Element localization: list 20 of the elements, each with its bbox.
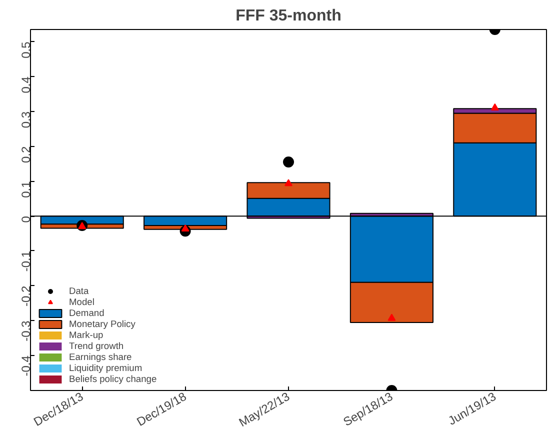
- y-tick-label: -0.2: [19, 286, 33, 307]
- legend-label: Monetary Policy: [69, 319, 136, 329]
- y-tick-label: 0: [19, 216, 33, 223]
- legend-label: Earnings share: [69, 352, 132, 362]
- y-tick-label: -0.4: [19, 355, 33, 376]
- legend-label: Liquidity premium: [69, 363, 142, 373]
- legend-label: Mark-up: [69, 330, 104, 340]
- y-tick-label: 0.3: [19, 111, 33, 128]
- y-tick-label: 0.4: [19, 76, 33, 94]
- legend-label: Demand: [69, 308, 104, 318]
- legend-label: Data: [69, 286, 89, 296]
- legend-label: Model: [69, 297, 94, 307]
- y-tick-label: 0.2: [19, 146, 33, 164]
- y-tick-label: 0.5: [19, 41, 33, 58]
- y-tick-label: 0.1: [19, 180, 33, 198]
- legend-label: Trend growth: [69, 341, 124, 351]
- legend-label: Beliefs policy change: [69, 374, 157, 384]
- chart-title: FFF 35-month: [236, 8, 342, 24]
- y-tick-label: -0.3: [19, 320, 33, 342]
- y-tick-label: -0.1: [19, 250, 33, 272]
